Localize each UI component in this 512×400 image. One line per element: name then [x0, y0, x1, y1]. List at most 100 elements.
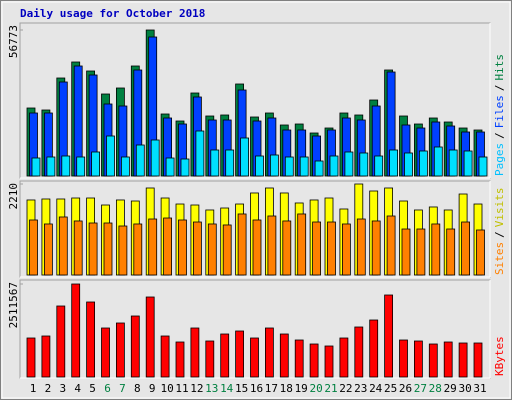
bar	[458, 342, 468, 378]
bar	[299, 156, 309, 177]
bar	[371, 220, 381, 276]
x-tick-label: 24	[369, 382, 383, 395]
legend-entry: Visits	[493, 188, 506, 228]
bar	[389, 149, 399, 177]
bar	[416, 228, 426, 276]
bar	[240, 137, 250, 177]
bar	[163, 217, 173, 276]
bar	[101, 327, 110, 378]
bar	[91, 151, 100, 177]
legend-separator: /	[493, 231, 506, 238]
x-tick-label: 9	[149, 382, 156, 395]
bar	[235, 330, 245, 378]
legend-separator: /	[493, 85, 506, 92]
bar	[192, 221, 202, 276]
bar	[44, 223, 53, 276]
x-tick-label: 12	[190, 382, 203, 395]
y-tick-label: 2511567	[7, 282, 20, 328]
x-tick-label: 6	[104, 382, 111, 395]
x-tick-label: 23	[354, 382, 367, 395]
x-tick-label: 13	[205, 382, 218, 395]
bar	[386, 215, 396, 276]
legend-entry: Files	[493, 95, 506, 128]
bar	[384, 294, 394, 378]
bar	[341, 223, 351, 276]
bar	[61, 155, 71, 177]
bar	[339, 337, 349, 378]
x-tick-label: 3	[59, 382, 66, 395]
x-tick-label: 8	[134, 382, 141, 395]
bar	[369, 319, 379, 378]
bar	[314, 160, 324, 177]
x-tick-label: 2	[45, 382, 52, 395]
bar	[165, 157, 175, 177]
bar	[76, 156, 86, 177]
bar	[413, 340, 423, 378]
bar	[327, 221, 336, 276]
bar	[103, 222, 113, 276]
bar	[29, 219, 38, 276]
bar	[86, 301, 95, 378]
bar	[294, 339, 304, 378]
bar	[150, 139, 160, 177]
bar	[252, 219, 262, 276]
bar	[255, 155, 264, 177]
bar	[269, 154, 279, 177]
bar	[279, 333, 289, 378]
bar	[56, 305, 66, 378]
bar	[282, 220, 292, 276]
bar	[195, 130, 205, 177]
bar	[297, 213, 307, 276]
bar	[73, 220, 83, 276]
legend-entry: Hits	[493, 54, 506, 81]
bar	[356, 218, 366, 276]
bar	[130, 315, 140, 378]
x-tick-label: 7	[119, 382, 126, 395]
bar	[309, 343, 319, 378]
bar	[210, 149, 220, 177]
x-tick-label: 19	[295, 382, 308, 395]
bar	[190, 327, 200, 378]
bar	[135, 144, 145, 177]
bar	[118, 225, 128, 276]
bar	[178, 219, 187, 276]
bar	[106, 135, 115, 177]
bar	[399, 339, 408, 378]
bar	[41, 335, 51, 378]
bar	[401, 228, 411, 276]
x-tick-label: 30	[458, 382, 471, 395]
x-tick-label: 16	[250, 382, 263, 395]
bar	[207, 223, 217, 276]
x-tick-label: 28	[429, 382, 442, 395]
bar	[476, 229, 485, 276]
x-tick-label: 14	[220, 382, 234, 395]
bar	[58, 216, 68, 276]
bar	[160, 335, 170, 378]
bar	[180, 158, 190, 177]
legend: Pages / Files / Hits	[493, 54, 506, 176]
legend-entry: Sites	[493, 242, 506, 275]
x-tick-label: 4	[74, 382, 81, 395]
bar	[324, 345, 334, 378]
bar	[133, 223, 143, 276]
bar	[433, 146, 443, 177]
bar	[428, 343, 438, 378]
bar	[121, 156, 130, 177]
x-tick-label: 15	[235, 382, 248, 395]
x-tick-label: 29	[444, 382, 457, 395]
bar	[88, 222, 98, 276]
bar	[222, 224, 232, 276]
bar	[175, 341, 185, 378]
bar	[26, 337, 36, 378]
bar	[71, 283, 81, 378]
legend-separator: /	[493, 132, 506, 139]
bar	[478, 156, 488, 177]
bar	[448, 149, 458, 177]
bar	[205, 340, 215, 378]
x-tick-label: 20	[309, 382, 322, 395]
x-tick-label: 11	[175, 382, 188, 395]
bar	[220, 333, 230, 378]
bar	[116, 322, 125, 378]
